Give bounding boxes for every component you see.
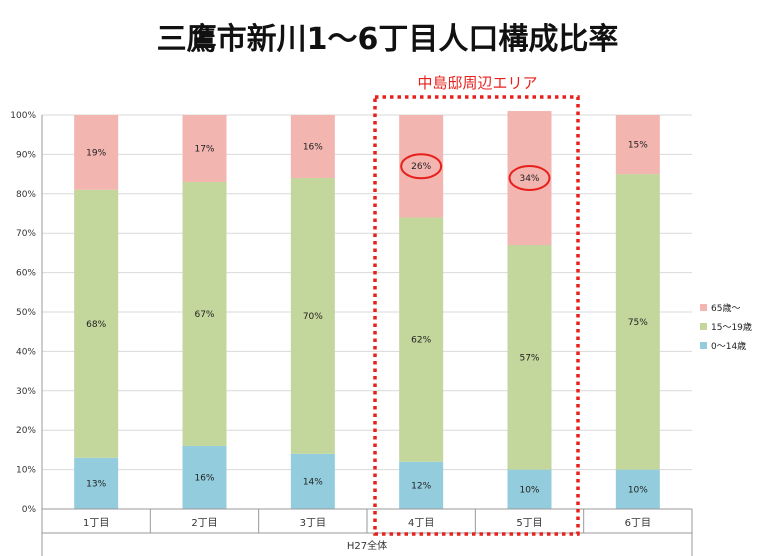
bar-segment [182, 445, 227, 509]
legend-swatch [700, 304, 707, 311]
highlight-circle [508, 165, 551, 192]
bar-segment [290, 453, 335, 509]
bar-segment [615, 174, 660, 470]
x-tick-label: 4丁目 [408, 518, 434, 529]
y-tick-label: 0% [22, 505, 37, 515]
data-label: 16% [303, 143, 323, 153]
data-label: 15% [628, 141, 648, 151]
legend-label: 65歳〜 [711, 302, 740, 314]
bar-segment [615, 115, 660, 175]
highlight-circle [400, 153, 443, 180]
data-label: 26% [411, 162, 431, 172]
highlight-dashed-box [373, 95, 580, 536]
bar-segment [399, 217, 444, 462]
y-tick-label: 100% [10, 111, 36, 121]
data-label: 62% [411, 336, 431, 346]
bar-segment [74, 457, 119, 509]
legend-label: 0〜14歳 [711, 340, 746, 352]
data-label: 70% [303, 312, 323, 322]
group-label: H27全体 [347, 539, 387, 552]
x-axis: 1丁目 2丁目 3丁目 4丁目 5丁目 6丁目 H27全体 [41, 508, 693, 556]
y-tick-label: 90% [16, 150, 36, 160]
data-label: 12% [411, 481, 431, 491]
y-tick-label: 50% [16, 308, 36, 318]
bar-segment [182, 181, 227, 446]
x-tick-label: 1丁目 [83, 518, 109, 529]
data-labels: 13% 68% 19% 16% 67% 17% 14% 70% 16% 12% 62% 26% 10% 5… [86, 141, 648, 496]
data-label: 10% [519, 485, 539, 495]
data-label: 13% [86, 479, 106, 489]
data-label: 19% [86, 148, 106, 158]
x-tick-label: 2丁目 [191, 518, 217, 529]
legend-swatch [700, 323, 707, 330]
x-tick-label: 5丁目 [516, 518, 542, 529]
y-tick-label: 10% [16, 466, 36, 476]
y-tick-label: 40% [16, 347, 36, 357]
y-axis: 0% 10% 20% 30% 40% 50% 60% 70% 80% 90% 100% [10, 111, 43, 515]
y-tick-label: 60% [16, 269, 36, 279]
bar-segment [507, 245, 552, 470]
chart-title: 三鷹市新川1〜6丁目人口構成比率 [156, 22, 619, 57]
y-tick-label: 30% [16, 387, 36, 397]
data-label: 57% [519, 353, 539, 363]
highlight-label: 中島邸周辺エリア [417, 74, 538, 92]
x-tick-label: 6丁目 [625, 518, 651, 529]
bar-segment [399, 115, 444, 218]
bars [74, 111, 660, 509]
gridlines [42, 114, 692, 510]
x-tick-label: 3丁目 [300, 518, 326, 529]
data-label: 68% [86, 320, 106, 330]
data-label: 67% [194, 310, 214, 320]
bar-segment [507, 469, 552, 509]
data-label: 34% [519, 174, 539, 184]
bar-segment [615, 469, 660, 509]
data-label: 17% [194, 144, 214, 154]
highlight-box [373, 95, 580, 536]
bar-segment [74, 115, 119, 190]
bar-segment [182, 115, 227, 182]
y-tick-label: 70% [16, 229, 36, 239]
data-label: 75% [628, 318, 648, 328]
y-tick-label: 80% [16, 190, 36, 200]
legend-label: 15〜19歳 [711, 321, 752, 333]
legend: 65歳〜 15〜19歳 0〜14歳 [700, 302, 752, 352]
bar-segment [290, 178, 335, 454]
legend-swatch [700, 342, 707, 349]
bar-segment [399, 461, 444, 509]
data-label: 16% [194, 473, 214, 483]
data-label: 10% [628, 485, 648, 495]
bar-segment [290, 115, 335, 179]
bar-segment [507, 111, 552, 246]
y-tick-label: 20% [16, 426, 36, 436]
bar-segment [74, 189, 119, 458]
data-label: 14% [303, 477, 323, 487]
